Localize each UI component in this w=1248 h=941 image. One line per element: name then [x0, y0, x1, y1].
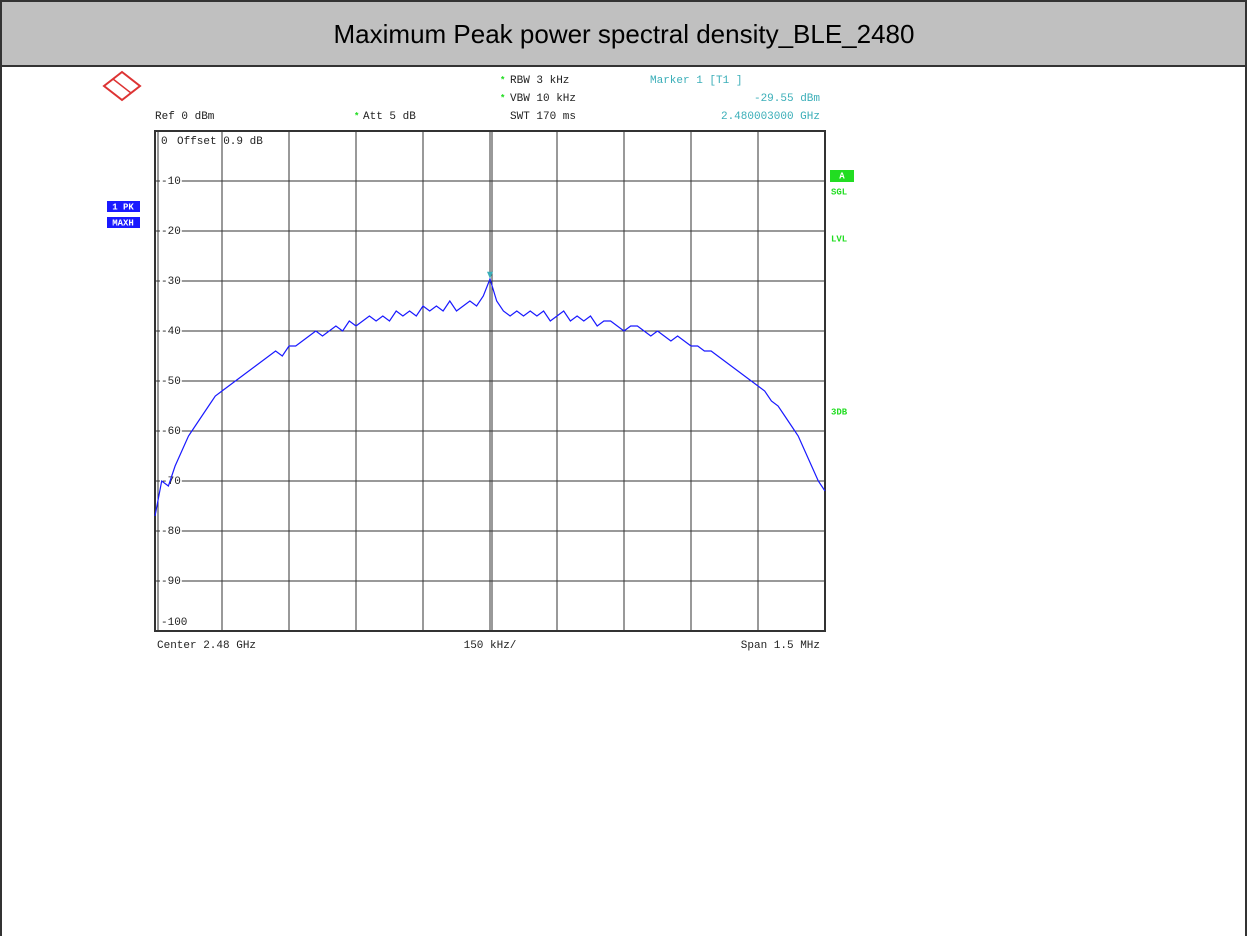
- tick-label-bg: [160, 375, 182, 388]
- attenuation: Att 5 dB: [363, 111, 416, 123]
- ref-level: Ref 0 dBm: [155, 111, 215, 123]
- vbw: VBW 10 kHz: [510, 93, 576, 105]
- tick-label-bg: [160, 275, 182, 288]
- y-tick-label: 0: [161, 136, 168, 148]
- side-box: [830, 170, 854, 182]
- rbw: RBW 3 kHz: [510, 75, 569, 87]
- marker: [487, 271, 493, 279]
- y-tick-label: -30: [161, 276, 181, 288]
- side-label: LVL: [831, 234, 847, 244]
- tick-label-bg: [160, 175, 182, 188]
- span: Span 1.5 MHz: [741, 640, 820, 652]
- tick-label-bg: [160, 616, 189, 629]
- tick-label-bg: [160, 325, 182, 338]
- center: Center 2.48 GHz: [157, 640, 256, 652]
- y-tick-label: -50: [161, 376, 181, 388]
- y-tick-label: -20: [161, 226, 181, 238]
- trace: [154, 277, 826, 517]
- logo: [102, 70, 142, 102]
- y-tick-label: -100: [161, 617, 187, 629]
- y-tick-label: -90: [161, 576, 181, 588]
- division: 150 kHz/: [464, 640, 517, 652]
- tick-label-bg: [160, 475, 182, 488]
- y-tick-label: -60: [161, 426, 181, 438]
- y-tick-label: -80: [161, 526, 181, 538]
- trace-label: MAXH: [112, 218, 134, 228]
- sweep-time: SWT 170 ms: [510, 111, 576, 123]
- plot-border: [154, 130, 826, 632]
- trace-label: 1 PK: [112, 202, 134, 212]
- asterisk: *: [354, 111, 359, 121]
- marker-level: -29.55 dBm: [754, 93, 820, 105]
- tick-label-bg: [160, 575, 182, 588]
- side-label: SGL: [831, 187, 847, 197]
- asterisk: *: [500, 75, 505, 85]
- marker-name: Marker 1 [T1 ]: [650, 75, 742, 87]
- asterisk: *: [500, 93, 505, 103]
- chart-title: Maximum Peak power spectral density_BLE_…: [334, 19, 915, 49]
- side-label: 3DB: [831, 407, 848, 417]
- tick-label-bg: [160, 135, 169, 148]
- tick-label-bg: [160, 425, 182, 438]
- trace-box: [107, 217, 140, 228]
- side-label: A: [839, 171, 845, 181]
- trace-box: [107, 201, 140, 212]
- offset: Offset 0.9 dB: [177, 136, 263, 148]
- y-tick-label: -40: [161, 326, 181, 338]
- tick-label-bg: [160, 525, 182, 538]
- tick-label-bg: [160, 225, 182, 238]
- y-tick-label: -10: [161, 176, 181, 188]
- marker-frequency: 2.480003000 GHz: [721, 111, 820, 123]
- title-bar: [0, 0, 1247, 67]
